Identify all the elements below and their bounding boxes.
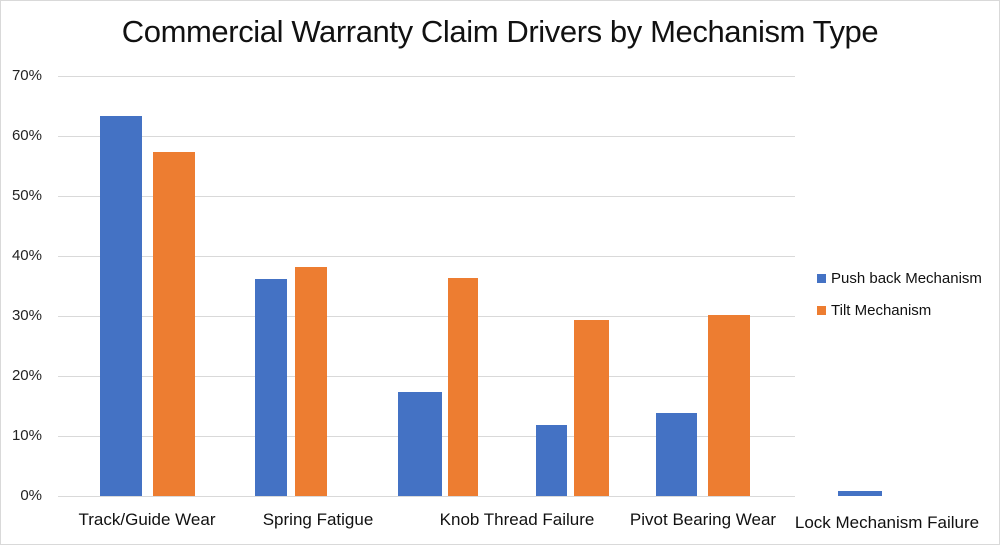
x-axis-label: Lock Mechanism Failure	[794, 513, 980, 532]
bar-push-back	[398, 391, 442, 496]
y-tick-label: 60%	[11, 127, 42, 144]
gridline	[58, 76, 795, 77]
y-tick-label: 20%	[11, 367, 42, 384]
bar-push-back	[100, 115, 142, 496]
gridline	[58, 496, 795, 497]
x-axis-label: Track/Guide Wear	[78, 510, 216, 529]
gridline	[58, 136, 795, 137]
gridline	[58, 196, 795, 197]
bar-push-back	[838, 491, 882, 496]
bar-tilt	[574, 320, 609, 496]
x-axis-label: Pivot Bearing Wear	[629, 510, 777, 529]
bar-push-back	[255, 279, 287, 496]
x-axis-label: Spring Fatigue	[262, 510, 374, 529]
legend-label-push-back: Push back Mechanism	[831, 270, 982, 287]
x-axis-label: Knob Thread Failure	[439, 510, 595, 529]
y-tick-label: 30%	[11, 307, 42, 324]
y-tick-label: 40%	[11, 247, 42, 264]
gridline	[58, 316, 795, 317]
gridline	[58, 376, 795, 377]
bar-tilt	[295, 267, 327, 496]
y-tick-label: 50%	[11, 187, 42, 204]
y-tick-label: 0%	[20, 487, 42, 504]
bar-push-back	[536, 425, 567, 496]
bar-tilt	[153, 151, 195, 496]
bar-tilt	[708, 314, 750, 496]
y-tick-label: 10%	[11, 427, 42, 444]
legend-swatch-tilt	[817, 306, 826, 315]
legend-swatch-push-back	[817, 274, 826, 283]
bar-tilt	[448, 278, 478, 496]
legend-label-tilt: Tilt Mechanism	[831, 302, 932, 319]
chart-title: Commercial Warranty Claim Drivers by Mec…	[121, 14, 879, 49]
y-tick-label: 70%	[11, 67, 42, 84]
bar-push-back	[656, 413, 697, 496]
gridline	[58, 256, 795, 257]
